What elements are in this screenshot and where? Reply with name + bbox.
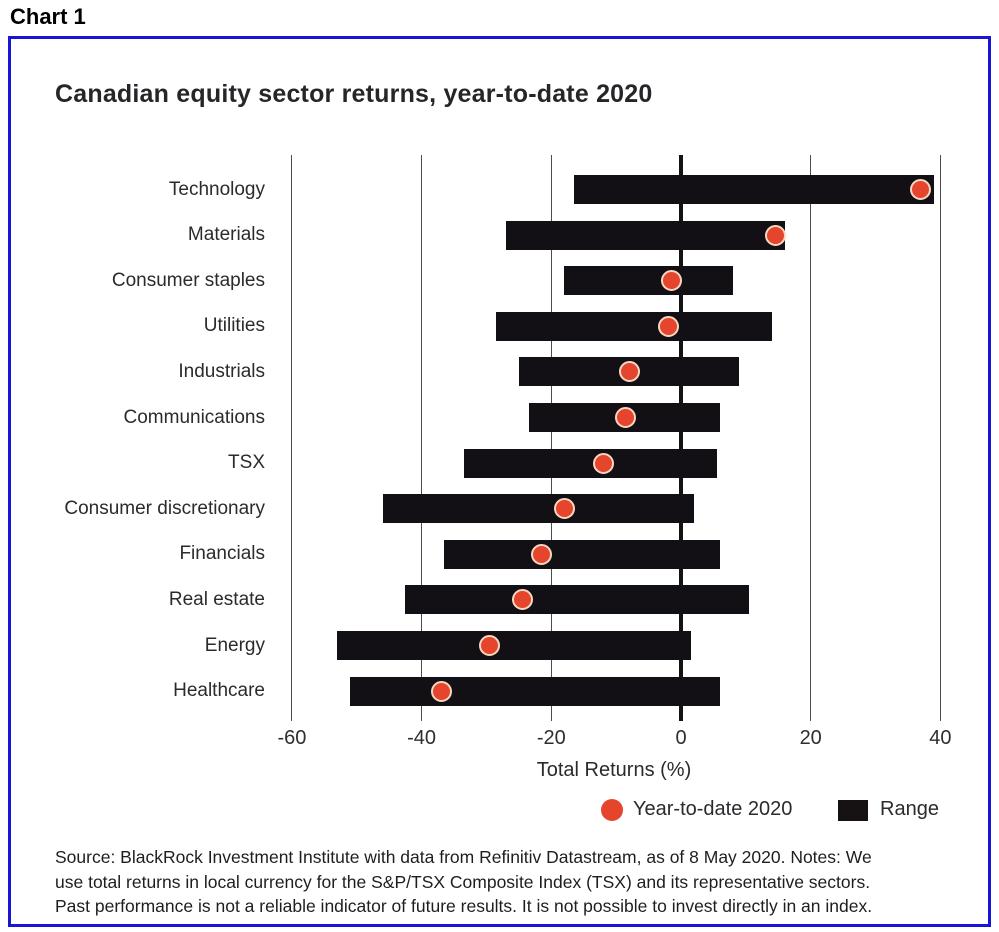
- range-bar: [405, 585, 750, 615]
- category-label: Materials: [187, 224, 265, 246]
- zero-axis-line: [679, 155, 683, 721]
- range-bar: [382, 494, 694, 524]
- range-bar: [564, 266, 733, 296]
- category-label: Healthcare: [173, 680, 265, 702]
- category-label: Consumer staples: [111, 269, 265, 291]
- category-label: TSX: [228, 452, 265, 474]
- category-label: Utilities: [203, 315, 265, 337]
- ytd-marker: [592, 452, 614, 474]
- gridline: [939, 155, 941, 721]
- gridline: [550, 155, 552, 721]
- x-tick-label: -60: [277, 727, 307, 749]
- gridline: [810, 155, 812, 721]
- range-bar: [573, 175, 934, 204]
- ytd-marker: [531, 543, 553, 565]
- ytd-marker: [910, 179, 932, 200]
- legend-label-ytd: Year-to-date 2020: [633, 798, 793, 820]
- category-label: Financials: [179, 543, 265, 565]
- range-bar: [350, 676, 720, 706]
- x-tick-label: 0: [675, 727, 687, 749]
- ytd-marker: [764, 224, 786, 246]
- category-label: Real estate: [168, 588, 265, 610]
- ytd-marker: [657, 315, 679, 337]
- range-bar: [496, 311, 772, 341]
- source-line: use total returns in local currency for …: [55, 871, 871, 892]
- x-tick-label: 40: [929, 727, 952, 749]
- x-tick-label: -20: [536, 727, 566, 749]
- category-label: Consumer discretionary: [64, 497, 265, 519]
- ytd-marker: [511, 589, 533, 611]
- chart-title: Canadian equity sector returns, year-to-…: [55, 80, 653, 108]
- ytd-marker: [553, 498, 575, 520]
- legend-label-range: Range: [880, 798, 939, 820]
- range-bar-icon: [838, 800, 868, 821]
- category-label: Industrials: [178, 360, 265, 382]
- ytd-marker: [615, 407, 637, 428]
- gridline: [421, 155, 423, 721]
- x-axis-label: Total Returns (%): [536, 759, 692, 781]
- category-label: Technology: [168, 178, 265, 200]
- x-tick-label: -40: [407, 727, 437, 749]
- category-label: Communications: [123, 406, 266, 428]
- range-bar: [444, 539, 720, 569]
- source-note: Source: BlackRock Investment Institute w…: [55, 845, 960, 919]
- ytd-dot-icon: [601, 799, 623, 821]
- source-line: Source: BlackRock Investment Institute w…: [55, 847, 872, 867]
- ytd-marker: [430, 680, 452, 702]
- x-tick-label: 20: [799, 727, 822, 749]
- gridline: [291, 155, 293, 721]
- ytd-marker: [618, 361, 640, 383]
- range-bar: [505, 220, 785, 250]
- ytd-marker: [479, 635, 501, 656]
- range-bar: [463, 448, 717, 478]
- legend: Year-to-date 2020 Range: [0, 797, 999, 825]
- range-bar: [337, 631, 691, 660]
- source-line: Past performance is not a reliable indic…: [55, 896, 873, 916]
- page-heading: Chart 1: [10, 4, 86, 29]
- ytd-marker: [660, 270, 682, 292]
- category-label: Energy: [204, 634, 265, 656]
